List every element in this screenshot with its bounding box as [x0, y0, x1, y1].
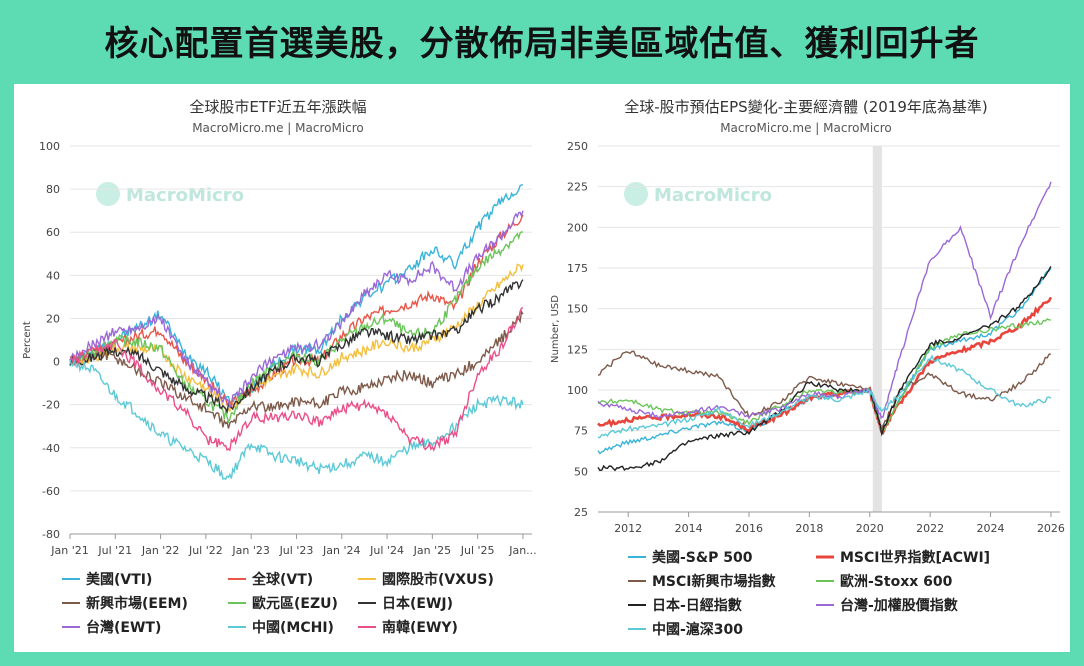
- x-tick-label: 2022: [916, 522, 944, 535]
- y-tick-label: 60: [46, 226, 60, 239]
- chart-subtitle: MacroMicro.me | MacroMicro: [720, 121, 892, 135]
- x-tick-label: Jul '25: [460, 544, 495, 557]
- y-tick-label: 200: [567, 221, 588, 234]
- x-tick-label: 2018: [795, 522, 823, 535]
- y-tick-label: 50: [574, 465, 588, 478]
- x-tick-label: Jan '23: [231, 544, 269, 557]
- y-tick-label: 175: [567, 262, 588, 275]
- chart-panel-etf: 全球股市ETF近五年漲跌幅 MacroMicro.me | MacroMicro M…: [14, 84, 542, 652]
- x-tick-label: 2020: [856, 522, 884, 535]
- legend-item[interactable]: 美國(VTI): [86, 571, 152, 588]
- y-tick-label: 100: [39, 140, 60, 153]
- y-axis-label: Number, USD: [550, 295, 561, 363]
- watermark: MacroMicro: [126, 185, 244, 206]
- x-tick-label: Jan '22: [141, 544, 179, 557]
- x-tick-label: Jan '24: [322, 544, 360, 557]
- legend-item[interactable]: 全球(VT): [251, 571, 313, 588]
- y-tick-label: 40: [46, 269, 60, 282]
- y-tick-label: 125: [567, 343, 588, 356]
- legend-item[interactable]: 中國(MCHI): [252, 619, 334, 636]
- legend-item[interactable]: 南韓(EWY): [382, 619, 458, 636]
- series-line-4: [69, 231, 524, 424]
- legend-item[interactable]: 國際股市(VXUS): [382, 571, 494, 588]
- y-tick-label: 25: [574, 506, 588, 519]
- x-tick-label: 2016: [735, 522, 763, 535]
- y-tick-label: -80: [42, 528, 60, 541]
- x-tick-label: Jul '22: [188, 544, 223, 557]
- series-line-6: [69, 210, 524, 409]
- series-line-7: [69, 357, 524, 481]
- chart-title: 全球股市ETF近五年漲跌幅: [189, 98, 366, 116]
- headline: 核心配置首選美股，分散佈局非美區域估值、獲利回升者: [104, 24, 980, 64]
- series-line-5: [69, 279, 524, 415]
- chart-title: 全球-股市預估EPS變化-主要經濟體 (2019年底為基準): [624, 98, 988, 116]
- x-tick-label: Jan '21: [50, 544, 88, 557]
- legend-item[interactable]: 台灣-加權股價指數: [840, 597, 958, 614]
- recession-band: [872, 146, 882, 512]
- y-tick-label: 20: [46, 312, 60, 325]
- legend-item[interactable]: 中國-滬深300: [652, 621, 743, 638]
- x-tick-label: Jul '21: [97, 544, 132, 557]
- x-tick-label: Jan...: [508, 544, 536, 557]
- x-tick-label: Jul '23: [279, 544, 314, 557]
- legend-item[interactable]: 台灣(EWT): [86, 619, 161, 636]
- y-tick-label: 80: [46, 183, 60, 196]
- y-tick-label: 100: [567, 384, 588, 397]
- series-line-4: [597, 266, 1052, 472]
- series-line-5: [597, 181, 1052, 420]
- legend-item[interactable]: 美國-S&P 500: [652, 549, 753, 566]
- legend-item[interactable]: 日本(EWJ): [382, 595, 453, 612]
- y-tick-label: -60: [42, 485, 60, 498]
- y-tick-label: 150: [567, 303, 588, 316]
- x-tick-label: 2014: [675, 522, 703, 535]
- series-line-1: [597, 296, 1053, 435]
- chart-subtitle: MacroMicro.me | MacroMicro: [192, 121, 364, 135]
- legend-item[interactable]: 日本-日經指數: [652, 597, 742, 614]
- legend-item[interactable]: MSCI世界指數[ACWI]: [840, 549, 990, 566]
- series-line-8: [69, 307, 524, 452]
- x-tick-label: 2026: [1037, 522, 1065, 535]
- x-tick-label: 2012: [614, 522, 642, 535]
- x-tick-label: 2024: [977, 522, 1005, 535]
- legend-item[interactable]: MSCI新興市場指數: [652, 573, 776, 590]
- legend-item[interactable]: 新興市場(EEM): [86, 595, 188, 612]
- series-line-2: [597, 350, 1051, 430]
- watermark-logo-icon: [96, 182, 120, 206]
- y-axis-label: Percent: [22, 321, 33, 359]
- y-tick-label: 250: [567, 140, 588, 153]
- watermark: MacroMicro: [654, 185, 772, 206]
- y-tick-label: 0: [53, 356, 60, 369]
- watermark-logo-icon: [624, 182, 648, 206]
- y-tick-label: 75: [574, 425, 588, 438]
- x-tick-label: Jan '25: [413, 544, 451, 557]
- y-tick-label: 225: [567, 181, 588, 194]
- y-tick-label: -40: [42, 442, 60, 455]
- series-line-6: [597, 354, 1052, 439]
- eps-chart: 全球-股市預估EPS變化-主要經濟體 (2019年底為基準) MacroMicro…: [550, 98, 1065, 638]
- chart-panel-eps: 全球-股市預估EPS變化-主要經濟體 (2019年底為基準) MacroMicro…: [542, 84, 1070, 652]
- etf-chart: 全球股市ETF近五年漲跌幅 MacroMicro.me | MacroMicro M…: [22, 98, 537, 636]
- legend-item[interactable]: 歐洲-Stoxx 600: [840, 573, 953, 590]
- x-tick-label: Jul '24: [369, 544, 404, 557]
- legend-item[interactable]: 歐元區(EZU): [252, 595, 338, 612]
- y-tick-label: -20: [42, 399, 60, 412]
